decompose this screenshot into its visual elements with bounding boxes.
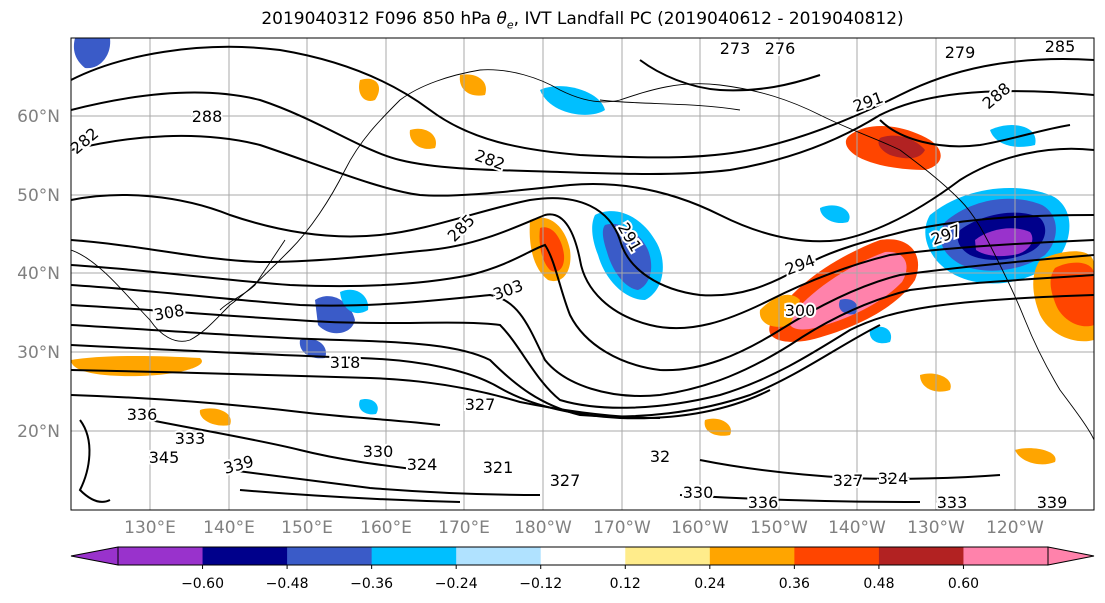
colorbar-segment (456, 547, 542, 565)
colorbar-extend-low (70, 546, 119, 566)
title-theta-subscript: e (506, 18, 514, 32)
lon-label: 150°W (750, 518, 808, 538)
contour-label: 333 (175, 429, 206, 448)
lon-label: 130°E (124, 518, 176, 538)
lat-label: 50°N (17, 186, 60, 206)
contour-label: 32 (650, 447, 670, 466)
contour-label: 339 (1037, 493, 1068, 512)
contour-label: 327 (550, 471, 581, 490)
lat-label: 20°N (17, 422, 60, 442)
contour-label: 288 (192, 107, 223, 126)
colorbar-tick-label: 0.24 (694, 576, 725, 592)
colorbar-tick-labels: −0.60 −0.48 −0.36 −0.24 −0.12 0.12 0.24 0.36 0.4… (181, 565, 979, 592)
colorbar-segment (540, 547, 626, 565)
lon-label: 160°E (360, 518, 412, 538)
lat-label: 30°N (17, 343, 60, 363)
colorbar-tick-label: 0.36 (779, 576, 810, 592)
contour-label: 327 (465, 395, 496, 414)
theta-e-contours (71, 45, 1094, 503)
contour-label: 276 (765, 39, 796, 58)
contour-label: 330 (683, 483, 714, 502)
colorbar-tick-label: −0.48 (266, 576, 309, 592)
colorbar-segment (118, 547, 204, 565)
contour-label: 333 (937, 493, 968, 512)
map-frame (70, 37, 1095, 511)
colorbar-segment (371, 547, 457, 565)
contour-label: 324 (878, 469, 909, 488)
lon-label: 150°E (281, 518, 333, 538)
colorbar-tick-label: −0.24 (435, 576, 478, 592)
colorbar-tick-label: 0.12 (610, 576, 641, 592)
longitude-labels: 130°E 140°E 150°E 160°E 170°E 180°W 170°… (124, 518, 1044, 538)
colorbar-tick-label: 0.48 (863, 576, 894, 592)
lon-label: 140°E (203, 518, 255, 538)
ivt-pc-shading (71, 38, 1094, 465)
title-suffix: , IVT Landfall PC (2019040612 - 20190408… (513, 9, 904, 29)
lat-lon-grid (71, 38, 1094, 510)
colorbar-segment (794, 547, 880, 565)
colorbar-segment (963, 547, 1049, 565)
title-theta: θ (496, 9, 507, 29)
contour-label: 330 (363, 442, 394, 461)
colorbar-tick-label: 0.60 (948, 576, 979, 592)
contour-label: 285 (1045, 37, 1076, 56)
lon-label: 180°W (514, 518, 572, 538)
contour-label: 279 (945, 43, 976, 62)
colorbar-segment (287, 547, 373, 565)
colorbar-tick-label: −0.36 (350, 576, 393, 592)
colorbar-extend-high (1047, 546, 1095, 566)
colorbar-tick-label: −0.12 (519, 576, 562, 592)
latitude-labels: 60°N 50°N 40°N 30°N 20°N (17, 107, 60, 442)
colorbar-tick-label: −0.60 (181, 576, 224, 592)
contour-label: 324 (407, 455, 438, 474)
lon-label: 130°W (907, 518, 965, 538)
lon-label: 170°E (438, 518, 490, 538)
coastlines (71, 69, 1094, 441)
colorbar-segment (625, 547, 711, 565)
contour-label: 273 (720, 39, 751, 58)
contour-label: 345 (149, 448, 180, 467)
lon-label: 160°W (671, 518, 729, 538)
lon-label: 140°W (828, 518, 886, 538)
contour-label: 336 (127, 405, 158, 424)
colorbar-outline (117, 546, 1049, 566)
colorbar-segment (202, 547, 288, 565)
colorbar (70, 546, 1095, 566)
lat-label: 60°N (17, 107, 60, 127)
lat-label: 40°N (17, 264, 60, 284)
title-prefix: 2019040312 F096 850 hPa (261, 9, 497, 29)
colorbar-segment (878, 547, 964, 565)
contour-label: 336 (748, 493, 779, 512)
contour-label: 327 (833, 471, 864, 490)
lon-label: 170°W (593, 518, 651, 538)
contour-label: 300 (785, 301, 816, 320)
contour-label: 318 (330, 353, 361, 372)
lon-label: 120°W (986, 518, 1044, 538)
map-title: 2019040312 F096 850 hPa θe, IVT Landfall… (0, 9, 1105, 31)
contour-label: 321 (483, 458, 514, 477)
colorbar-segment (709, 547, 795, 565)
